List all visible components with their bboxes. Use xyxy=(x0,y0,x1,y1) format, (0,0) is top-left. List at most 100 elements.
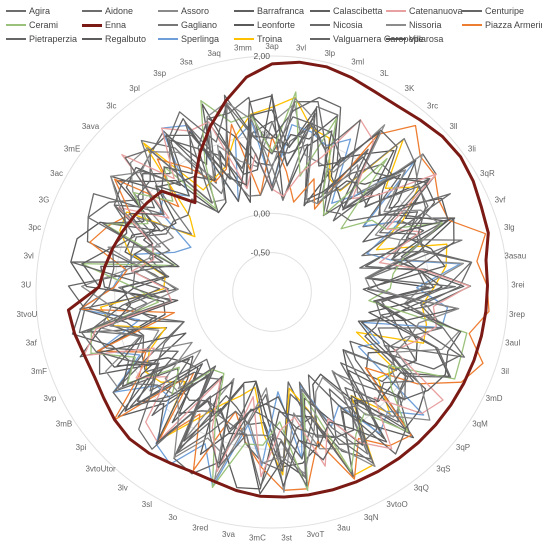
category-label: 3mC xyxy=(249,534,266,543)
legend-label: Catenanuova xyxy=(409,6,463,16)
category-label: 3vtoUtor xyxy=(85,465,116,474)
series-line-sperlinga xyxy=(78,121,461,488)
legend-label: Nissoria xyxy=(409,20,442,30)
category-label: 3L xyxy=(380,69,389,78)
radar-ring-labels: -0,50 0,00 1,00 2,00 xyxy=(251,51,271,258)
legend-swatch xyxy=(158,38,178,40)
category-label: 3mD xyxy=(486,394,503,403)
legend-label: Enna xyxy=(105,20,127,30)
legend-label: Cerami xyxy=(29,20,59,30)
legend-swatch xyxy=(234,10,254,12)
category-label: 3ll xyxy=(449,122,457,131)
category-label: 3pc xyxy=(28,223,41,232)
series-line-aidone xyxy=(88,103,472,467)
legend-item: Troina xyxy=(234,32,282,46)
category-label: 3rc xyxy=(427,102,438,111)
radar-category-labels: 3ap 3vl 3lp 3ml 3L 3K 3rc 3ll 3li 3qR 3vf 3lg 3asau 3… xyxy=(17,42,527,543)
legend-label: Leonforte xyxy=(257,20,296,30)
legend-swatch xyxy=(158,24,178,26)
category-label: 3ava xyxy=(82,122,100,131)
category-label: 3va xyxy=(222,530,235,539)
category-label: 3G xyxy=(39,196,50,205)
category-label: 3tvoU xyxy=(17,310,38,319)
category-label: 3ac xyxy=(50,169,63,178)
legend-item: Villarosa xyxy=(386,32,443,46)
category-label: 3aul xyxy=(505,339,520,348)
category-label: 3lp xyxy=(324,49,335,58)
category-label: 3qM xyxy=(472,419,488,428)
series-line-agira xyxy=(80,105,456,488)
category-label: 3vl xyxy=(296,44,306,53)
category-label: 3sa xyxy=(180,57,193,66)
radar-series xyxy=(66,60,490,499)
legend-swatch xyxy=(462,24,482,26)
category-label: 3au xyxy=(337,523,350,532)
legend-label: Regalbuto xyxy=(105,34,147,44)
category-label: 3li xyxy=(468,145,476,154)
category-label: 3mE xyxy=(64,145,80,154)
category-label: 3mm xyxy=(234,44,252,53)
legend-label: Gagliano xyxy=(181,20,218,30)
legend-item: Catenanuova xyxy=(386,4,463,18)
legend-label: Sperlinga xyxy=(181,34,220,44)
legend-swatch xyxy=(310,10,330,12)
legend-swatch xyxy=(82,23,102,27)
legend-label: Aidone xyxy=(105,6,134,16)
category-label: 3red xyxy=(192,523,208,532)
legend-item: Nissoria xyxy=(386,18,442,32)
legend-swatch xyxy=(6,38,26,40)
legend-label: Nicosia xyxy=(333,20,363,30)
category-label: 3K xyxy=(405,84,415,93)
legend-label: Troina xyxy=(257,34,283,44)
category-label: 3rei xyxy=(511,281,525,290)
category-label: 3asau xyxy=(504,252,526,261)
category-label: 3ap xyxy=(265,42,279,51)
legend-swatch xyxy=(386,10,406,12)
legend-swatch xyxy=(6,10,26,12)
legend-item: Barrafranca xyxy=(234,4,304,18)
category-label: 3ml xyxy=(351,57,364,66)
category-label: 3rep xyxy=(509,310,526,319)
legend-item: Leonforte xyxy=(234,18,295,32)
ring-label: -0,50 xyxy=(251,248,271,258)
series-line-piazza-armerina xyxy=(79,123,490,491)
category-label: 3qN xyxy=(364,513,379,522)
legend-item: Assoro xyxy=(158,4,209,18)
category-label: 3o xyxy=(168,513,177,522)
legend-label: Pietraperzia xyxy=(29,34,78,44)
category-label: 3pl xyxy=(129,84,140,93)
category-label: 3vl xyxy=(24,252,34,261)
legend-swatch xyxy=(82,38,102,40)
legend-swatch xyxy=(386,38,406,40)
legend-item: Sperlinga xyxy=(158,32,219,46)
legend-swatch xyxy=(310,38,330,40)
legend-label: Centuripe xyxy=(485,6,525,16)
legend-item: Regalbuto xyxy=(82,32,146,46)
legend-label: Agira xyxy=(29,6,51,16)
series-line-cerami xyxy=(80,91,468,492)
category-label: 3vtoO xyxy=(386,500,407,509)
category-label: 3qR xyxy=(480,169,495,178)
category-label: 3U xyxy=(21,281,31,290)
legend-swatch xyxy=(234,24,254,26)
legend-label: Piazza Armerina xyxy=(485,20,542,30)
category-label: 3pi xyxy=(76,443,87,452)
series-line-enna xyxy=(66,60,490,499)
legend-swatch xyxy=(386,24,406,26)
legend-item: Agira xyxy=(6,4,50,18)
legend-swatch xyxy=(310,24,330,26)
category-label: 3af xyxy=(26,339,38,348)
legend-swatch xyxy=(462,10,482,12)
legend-item: Piazza Armerina xyxy=(462,18,542,32)
category-label: 3mB xyxy=(56,419,72,428)
category-label: 3qS xyxy=(436,465,450,474)
legend-item: Centuripe xyxy=(462,4,524,18)
legend-item: Cerami xyxy=(6,18,58,32)
legend-item: Valguarnera Caropepe xyxy=(310,32,423,46)
category-label: 3lc xyxy=(106,102,116,111)
series-line-pietraperzia xyxy=(80,113,472,460)
legend-swatch xyxy=(158,10,178,12)
category-label: 3sl xyxy=(142,500,152,509)
series-line-nicosia xyxy=(112,96,473,478)
